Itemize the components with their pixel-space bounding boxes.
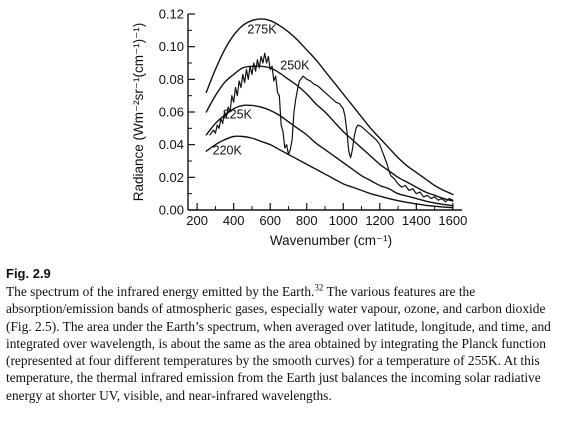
series-line-275k (205, 18, 454, 196)
series-line-225k (205, 104, 454, 207)
y-tick-label: 0.08 (159, 72, 184, 87)
y-tick-label: 0.10 (159, 39, 184, 54)
y-tick-label: 0.04 (159, 137, 184, 152)
x-tick-label: 1400 (402, 213, 431, 228)
y-tick-label: 0.12 (159, 7, 184, 22)
caption-text-rest: The various features are the absorption/… (6, 284, 551, 403)
radiance-chart: 0.00 0.02 0.04 0.06 0.08 0.10 0.12 200 400 600 800… (131, 7, 467, 249)
series-line-250k (205, 65, 454, 202)
citation-superscript: 32 (314, 282, 324, 293)
curve-label-225k: 225K (223, 108, 253, 122)
caption-text: The spectrum of the infrared energy emit… (6, 283, 568, 404)
curve-label-275k: 275K (247, 23, 277, 37)
caption-text-start: The spectrum of the infrared energy emit… (6, 284, 315, 299)
chart-labels: 0.00 0.02 0.04 0.06 0.08 0.10 0.12 200 400 600 800… (131, 7, 467, 249)
x-tick-label: 400 (223, 213, 245, 228)
x-tick-label: 1600 (438, 213, 467, 228)
series-line-earth-spectrum (209, 52, 454, 203)
x-tick-label: 200 (186, 213, 208, 228)
x-axis-title: Wavenumber (cm⁻¹) (270, 233, 392, 248)
y-tick-label: 0.06 (159, 105, 184, 120)
y-tick-label: 0.02 (159, 170, 184, 185)
x-tick-label: 1200 (365, 213, 394, 228)
axes (187, 13, 462, 211)
curve-label-220k: 220K (213, 143, 243, 157)
y-axis-title: Radiance (Wm⁻²sr⁻¹(cm⁻¹)⁻¹) (131, 23, 146, 202)
x-tick-label: 800 (296, 213, 318, 228)
series-line-220k (205, 135, 454, 209)
figure-label: Fig. 2.9 (6, 266, 51, 281)
plot-area (205, 18, 454, 209)
y-tick-label: 0.00 (159, 203, 184, 218)
curve-label-250k: 250K (280, 59, 310, 73)
x-tick-label: 1000 (329, 213, 358, 228)
figure-caption: Fig. 2.9 The spectrum of the infrared en… (6, 266, 568, 404)
x-tick-label: 600 (259, 213, 281, 228)
